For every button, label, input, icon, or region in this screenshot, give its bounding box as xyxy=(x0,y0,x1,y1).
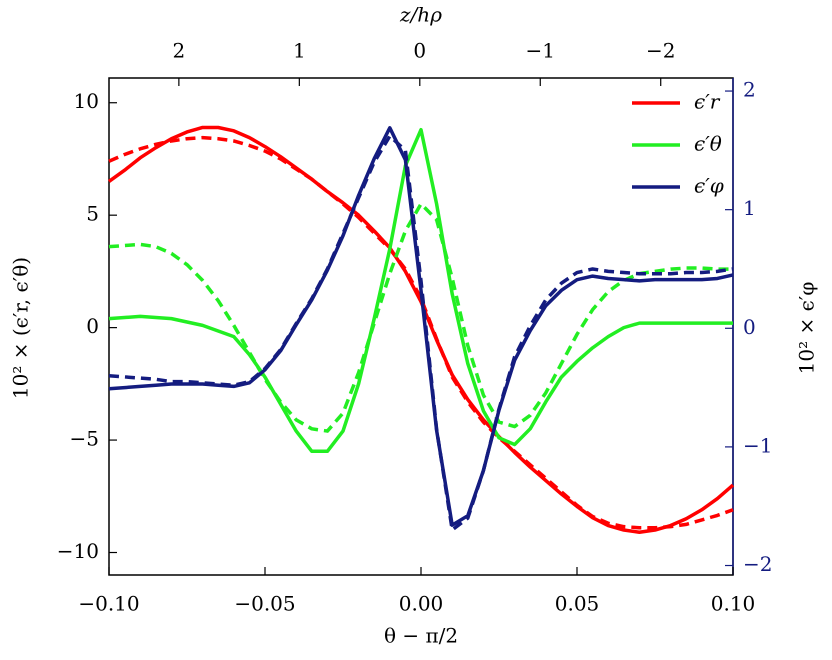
y-tick-label: 0 xyxy=(86,314,99,338)
y2-axis-label: 10² × ϵ′φ xyxy=(795,282,819,375)
y-axis-label: 10² × (ϵ′r, ϵ′θ) xyxy=(9,257,33,399)
y2-tick-label: 0 xyxy=(743,315,756,339)
y-tick-label: 5 xyxy=(86,202,99,226)
x-tick-label: 0.00 xyxy=(399,592,444,616)
x2-tick-label: −2 xyxy=(646,39,675,63)
y2-tick-label: 2 xyxy=(743,78,756,102)
x2-axis-label: z/hρ xyxy=(399,3,442,27)
dashed-line xyxy=(108,202,733,433)
legend-label: ϵ′θ xyxy=(694,132,722,156)
x2-tick-label: −1 xyxy=(526,39,555,63)
dashed-line xyxy=(108,134,734,532)
legend-label: ϵ′r xyxy=(694,90,721,114)
x2-tick-label: 2 xyxy=(173,39,186,63)
y-tick-label: 10 xyxy=(74,89,99,113)
y-tick-label: −10 xyxy=(57,539,99,563)
x-tick-label: 0.05 xyxy=(555,592,600,616)
x2-tick-label: 0 xyxy=(413,39,426,63)
x-tick-label: −0.05 xyxy=(234,592,295,616)
y2-tick-label: 1 xyxy=(743,196,756,220)
dashed-line xyxy=(108,135,734,530)
x2-tick-label: 1 xyxy=(293,39,306,63)
y2-tick-label: −1 xyxy=(743,433,772,457)
x-tick-label: 0.10 xyxy=(711,592,756,616)
line xyxy=(108,127,733,454)
x-axis-label: θ − π/2 xyxy=(384,624,458,648)
x-tick-label: −0.10 xyxy=(78,592,139,616)
y-tick-label: −5 xyxy=(70,427,99,451)
legend-label: ϵ′φ xyxy=(694,174,724,198)
y2-tick-label: −2 xyxy=(743,552,772,576)
